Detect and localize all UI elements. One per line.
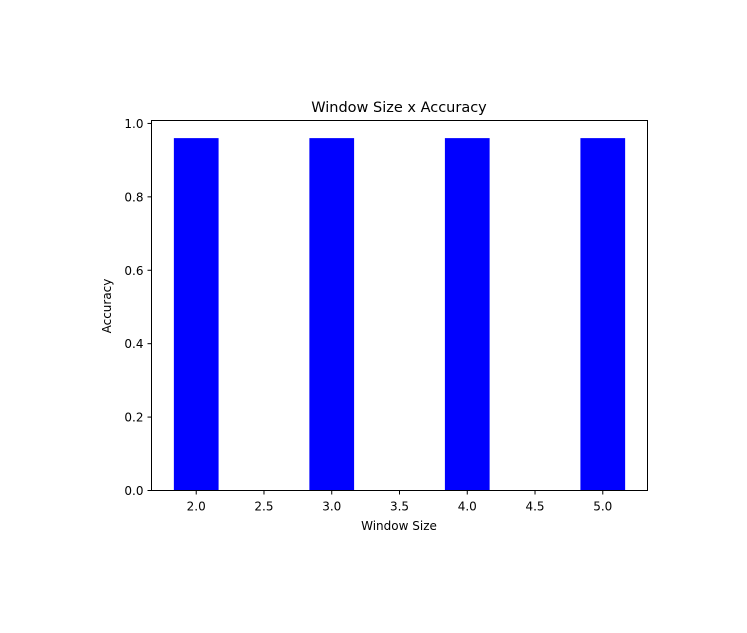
y-tick-label: 0.0 [124,484,143,498]
x-tick-label: 4.0 [458,500,477,514]
x-tick-label: 5.0 [593,500,612,514]
y-tick-label: 0.4 [124,337,143,351]
x-tick-label: 2.5 [254,500,273,514]
bar-5 [580,138,626,491]
x-tick-label: 3.0 [322,500,341,514]
bars-group [173,138,626,491]
x-axis-ticks: 2.0 2.5 3.0 3.5 4.0 4.5 5.0 [187,490,612,514]
y-tick-label: 0.6 [124,264,143,278]
y-tick-label: 0.2 [124,411,143,425]
x-tick-label: 3.5 [390,500,409,514]
bar-2 [173,138,219,491]
y-axis-label: Accuracy [100,279,114,334]
y-axis-ticks: 0.0 0.2 0.4 0.6 0.8 1.0 [124,117,152,498]
bar-3 [309,138,355,491]
chart-title: Window Size x Accuracy [311,100,487,116]
x-tick-label: 4.5 [525,500,544,514]
y-tick-label: 0.8 [124,190,143,204]
x-axis-label: Window Size [361,519,437,533]
bar-4 [444,138,490,491]
y-tick-label: 1.0 [124,117,143,131]
plot-frame [151,120,648,491]
x-tick-label: 2.0 [187,500,206,514]
